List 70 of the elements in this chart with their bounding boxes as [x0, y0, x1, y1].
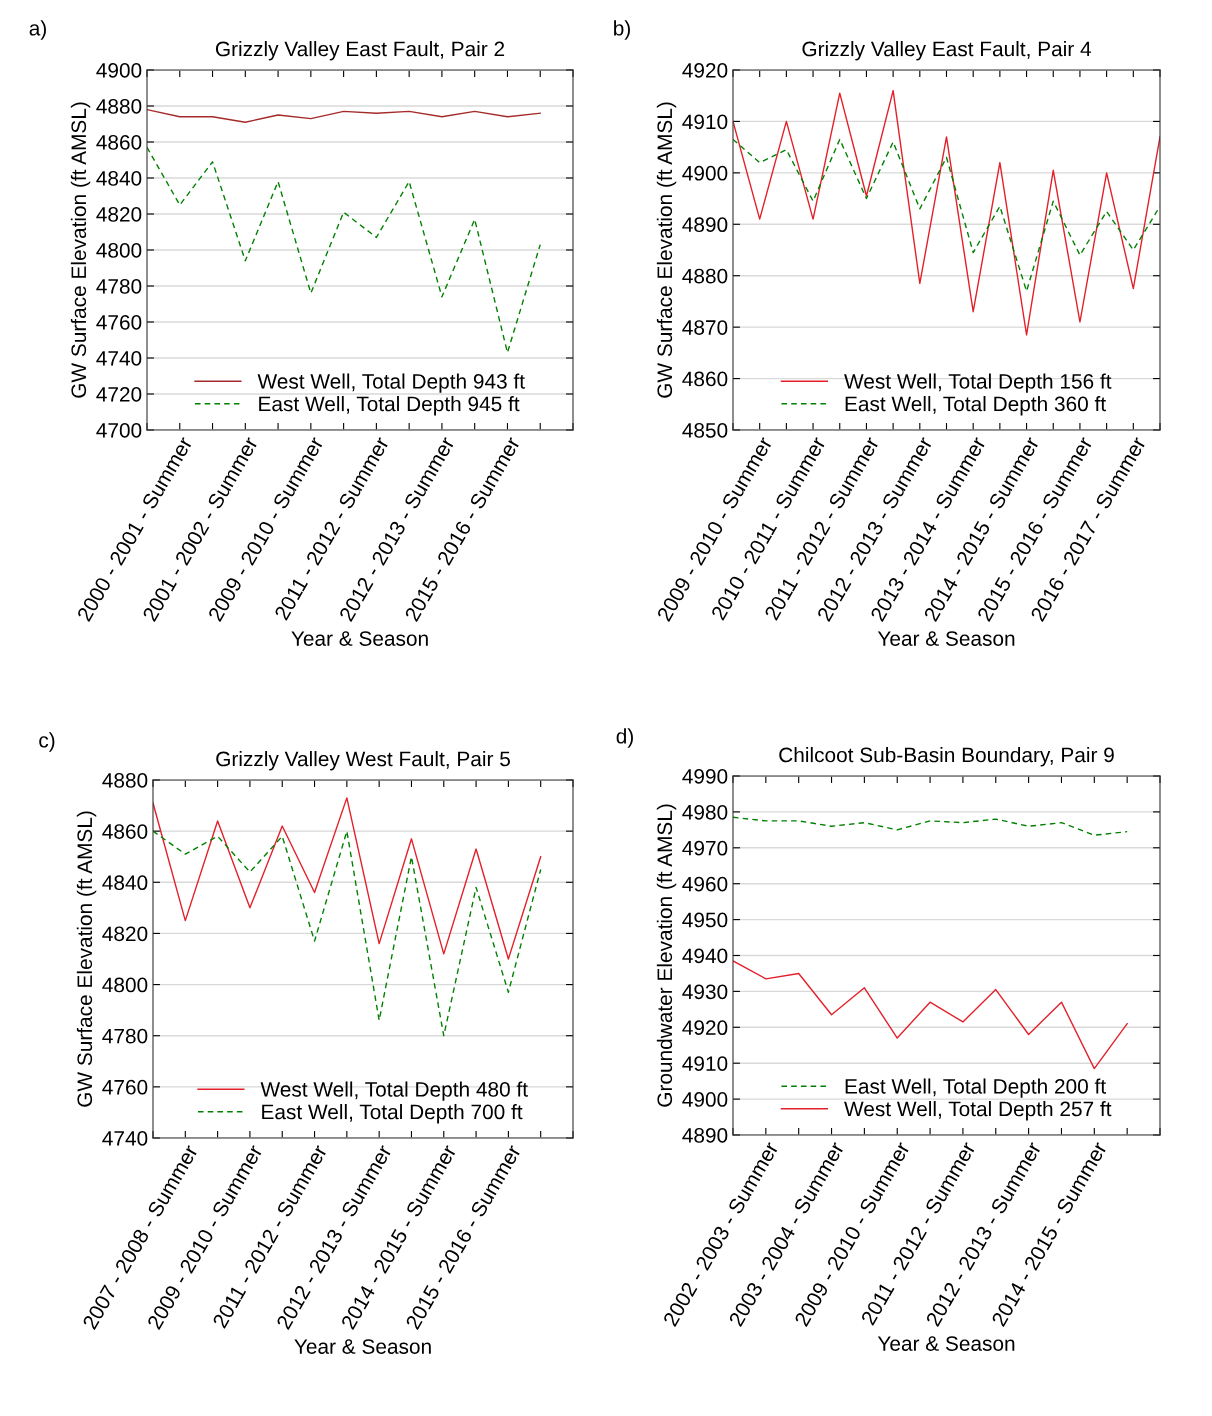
line-series: [147, 146, 541, 354]
y-tick-label: 4780: [102, 1028, 148, 1044]
y-tick-label: 4880: [96, 99, 142, 114]
x-axis-title: Year & Season: [877, 631, 1015, 646]
y-tick-label: 4880: [102, 773, 148, 788]
line-series: [147, 108, 541, 123]
y-tick-label: 4980: [682, 804, 728, 820]
y-tick-label: 4840: [102, 875, 148, 891]
y-tick-label: 4840: [96, 171, 142, 186]
y-tick-label: 4740: [96, 351, 142, 366]
y-tick-label: 4970: [682, 840, 728, 856]
line-series: [733, 960, 1128, 1070]
x-axis-title: Year & Season: [294, 1339, 431, 1354]
y-tick-label: 4760: [96, 315, 142, 330]
y-axis-title: Groundwater Elevation (ft AMSL): [656, 804, 677, 1107]
y-tick-label: 4700: [96, 423, 142, 438]
x-axis-title: Year & Season: [877, 1336, 1015, 1351]
y-tick-label: 4820: [102, 926, 148, 942]
legend-label: West Well, Total Depth 943 ft: [257, 373, 525, 393]
line-series: [153, 830, 542, 1037]
y-axis-title: GW Surface Elevation (ft AMSL): [656, 102, 677, 398]
y-tick-label: 4860: [102, 824, 148, 839]
y-tick-label: 4800: [96, 243, 142, 258]
y-tick-label: 4880: [682, 268, 728, 284]
y-tick-label: 4960: [682, 876, 728, 892]
line-series: [153, 797, 542, 960]
y-tick-label: 4900: [682, 165, 728, 181]
y-axis-title: GW Surface Elevation (ft AMSL): [76, 811, 97, 1107]
line-series: [733, 138, 1160, 292]
y-tick-label: 4910: [682, 114, 728, 130]
chart-title: Grizzly Valley East Fault, Pair 4: [802, 41, 1092, 61]
y-tick-label: 4950: [682, 912, 728, 928]
legend-label: East Well, Total Depth 700 ft: [262, 1104, 523, 1124]
text: c): [39, 732, 55, 752]
y-tick-label: 4920: [682, 1020, 728, 1036]
y-tick-label: 4890: [682, 217, 728, 233]
y-tick-label: 4870: [682, 320, 728, 335]
y-tick-label: 4820: [96, 207, 142, 222]
line-series: [733, 89, 1160, 336]
chart-title: Chilcoot Sub-Basin Boundary, Pair 9: [779, 747, 1114, 767]
y-tick-label: 4760: [102, 1079, 148, 1095]
y-tick-label: 4800: [102, 977, 148, 993]
y-tick-label: 4940: [682, 948, 728, 964]
legend-label: West Well, Total Depth 257 ft: [844, 1101, 1112, 1121]
y-tick-label: 4860: [96, 135, 142, 150]
y-tick-label: 4850: [682, 423, 728, 438]
text: a): [29, 20, 46, 40]
y-tick-label: 4990: [682, 769, 728, 784]
y-tick-label: 4910: [682, 1056, 728, 1071]
chart-title: Grizzly Valley East Fault, Pair 2: [215, 41, 505, 61]
y-tick-label: 4860: [682, 371, 728, 387]
y-tick-label: 4930: [682, 984, 728, 1000]
text: b): [614, 20, 630, 40]
y-tick-label: 4920: [682, 63, 728, 78]
legend-label: West Well, Total Depth 480 ft: [260, 1081, 528, 1101]
line-series: [733, 816, 1128, 836]
legend-label: East Well, Total Depth 360 ft: [845, 396, 1106, 416]
chart-title: Grizzly Valley West Fault, Pair 5: [216, 751, 510, 771]
y-tick-label: 4780: [96, 279, 142, 294]
y-axis-title: GW Surface Elevation (ft AMSL): [70, 102, 91, 398]
y-tick-label: 4890: [682, 1128, 728, 1143]
legend-label: East Well, Total Depth 200 ft: [845, 1078, 1106, 1098]
text: d): [616, 728, 633, 748]
x-axis-title: Year & Season: [291, 631, 428, 646]
legend-label: West Well, Total Depth 156 ft: [844, 373, 1112, 393]
y-tick-label: 4900: [96, 63, 142, 78]
y-tick-label: 4740: [102, 1131, 148, 1146]
legend-label: East Well, Total Depth 945 ft: [259, 396, 520, 416]
y-tick-label: 4900: [682, 1092, 728, 1107]
y-tick-label: 4720: [96, 387, 142, 402]
